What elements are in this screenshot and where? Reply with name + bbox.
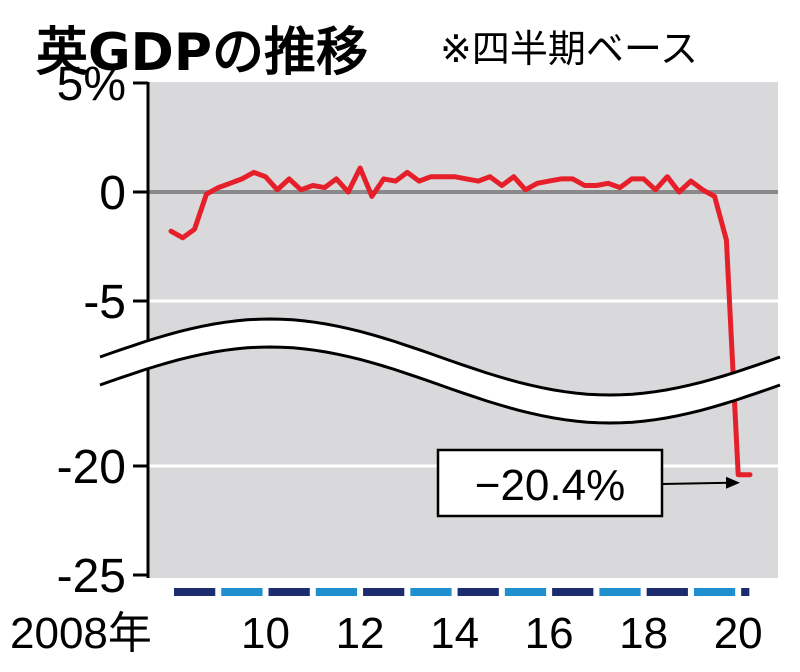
annotation: −20.4% xyxy=(436,448,740,518)
x-tick-label: 16 xyxy=(525,609,574,658)
x-axis-year-bar xyxy=(363,588,405,596)
x-axis-year-bars xyxy=(174,588,750,596)
annotation-box xyxy=(436,448,664,518)
x-axis-year-bar xyxy=(552,588,594,596)
y-tick-label: 5% xyxy=(57,58,126,111)
x-axis-year-bar xyxy=(174,588,216,596)
chart-subtitle: ※四半期ベース xyxy=(440,27,698,71)
x-axis-year-bar xyxy=(410,588,452,596)
axis-break-band xyxy=(100,319,780,423)
y-tick-label: -20 xyxy=(57,441,126,494)
x-axis-year-bar xyxy=(599,588,641,596)
x-axis-year-bar xyxy=(315,588,358,596)
x-axis-year-bar xyxy=(457,588,499,596)
axis-break-wave-top xyxy=(99,317,781,397)
x-axis-year-bar xyxy=(693,588,736,596)
x-axis-year-bar xyxy=(646,588,688,596)
y-tick-label: 0 xyxy=(99,167,126,220)
x-axis-year-bar xyxy=(741,588,750,596)
axis-break xyxy=(99,317,781,425)
annotation-label: −20.4% xyxy=(475,461,625,510)
annotation-arrow xyxy=(661,481,731,485)
x-axis: 2008年 10 12 14 16 18 20 xyxy=(10,609,763,658)
x-axis-year-bar xyxy=(504,588,547,596)
x-axis-year-bar xyxy=(221,588,263,596)
chart-title: 英GDPの推移 xyxy=(36,23,368,83)
y-tick-label: -25 xyxy=(57,550,126,603)
x-tick-label: 12 xyxy=(336,609,385,658)
x-tick-label: 20 xyxy=(714,609,763,658)
axis-break-wave-bottom xyxy=(99,345,781,425)
x-tick-label: 2008年 xyxy=(10,609,152,658)
y-tick-label: -5 xyxy=(83,276,126,329)
series-line xyxy=(168,165,753,478)
x-axis-year-bar xyxy=(268,588,310,596)
x-tick-label: 18 xyxy=(619,609,668,658)
x-tick-label: 10 xyxy=(241,609,290,658)
x-tick-label: 14 xyxy=(430,609,479,658)
annotation-arrowhead xyxy=(726,476,740,489)
y-axis: 5% 0 -5 -20 -25 xyxy=(57,58,148,603)
